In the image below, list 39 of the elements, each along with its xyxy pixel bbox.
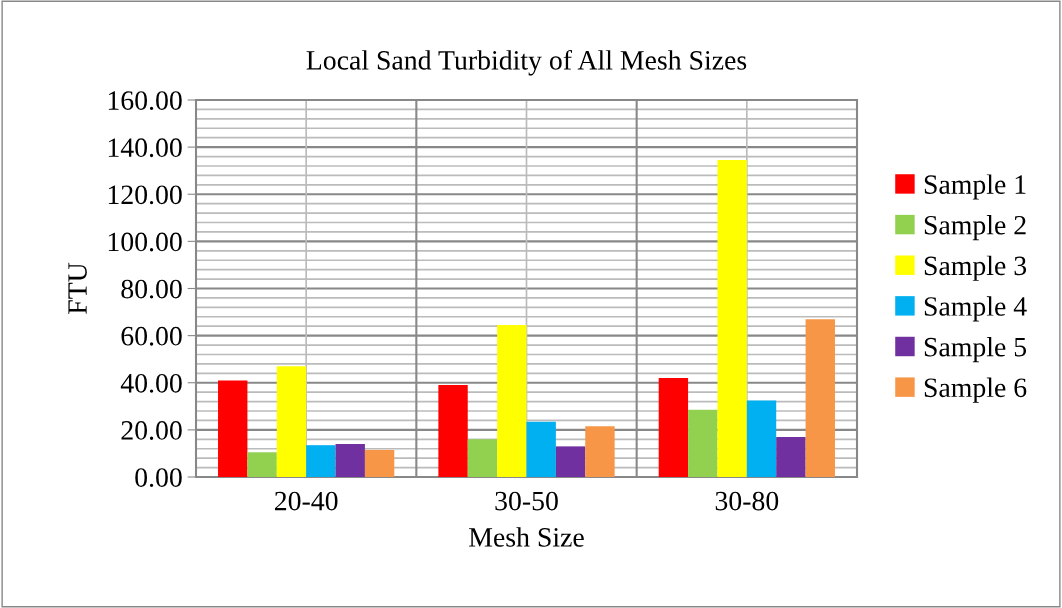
bar: [247, 452, 277, 477]
bar: [497, 325, 527, 477]
legend-label: Sample 3: [924, 255, 1027, 281]
y-tick-label: 100.00: [108, 232, 182, 252]
bar: [746, 400, 777, 477]
bar: [467, 439, 498, 477]
bar: [776, 436, 806, 477]
bar: [335, 444, 365, 477]
x-axis-title: Mesh Size: [469, 527, 584, 547]
y-tick-label: 0.00: [135, 468, 182, 488]
x-tick-label: 20-40: [274, 491, 338, 511]
bar: [526, 421, 556, 477]
bar: [585, 426, 615, 477]
legend-label: Sample 6: [924, 377, 1027, 403]
bar: [218, 380, 248, 477]
y-tick-label: 80.00: [121, 279, 182, 299]
bar: [688, 409, 718, 477]
y-tick-label: 120.00: [108, 185, 182, 205]
chart-title: Local Sand Turbidity of All Mesh Sizes: [306, 49, 747, 76]
y-tick-label: 20.00: [121, 421, 182, 440]
x-tick-label: 30-80: [715, 491, 779, 511]
y-tick-label: 140.00: [108, 138, 182, 158]
bar: [364, 449, 395, 477]
bar: [276, 366, 307, 477]
y-axis-title: FTU: [68, 262, 87, 314]
bar: [658, 378, 689, 477]
bar: [717, 160, 747, 477]
bar: [306, 445, 336, 477]
bar: [438, 385, 468, 477]
y-tick-label: 160.00: [108, 91, 182, 111]
y-tick-label: 60.00: [121, 326, 182, 346]
legend-label: Sample 2: [924, 215, 1026, 241]
bar: [805, 319, 835, 477]
legend-label: Sample 1: [924, 174, 1026, 200]
legend-label: Sample 5: [924, 336, 1027, 363]
legend-label: Sample 4: [924, 296, 1027, 322]
bar: [555, 446, 586, 477]
y-tick-label: 40.00: [120, 373, 182, 393]
x-tick-label: 30-50: [495, 491, 558, 511]
